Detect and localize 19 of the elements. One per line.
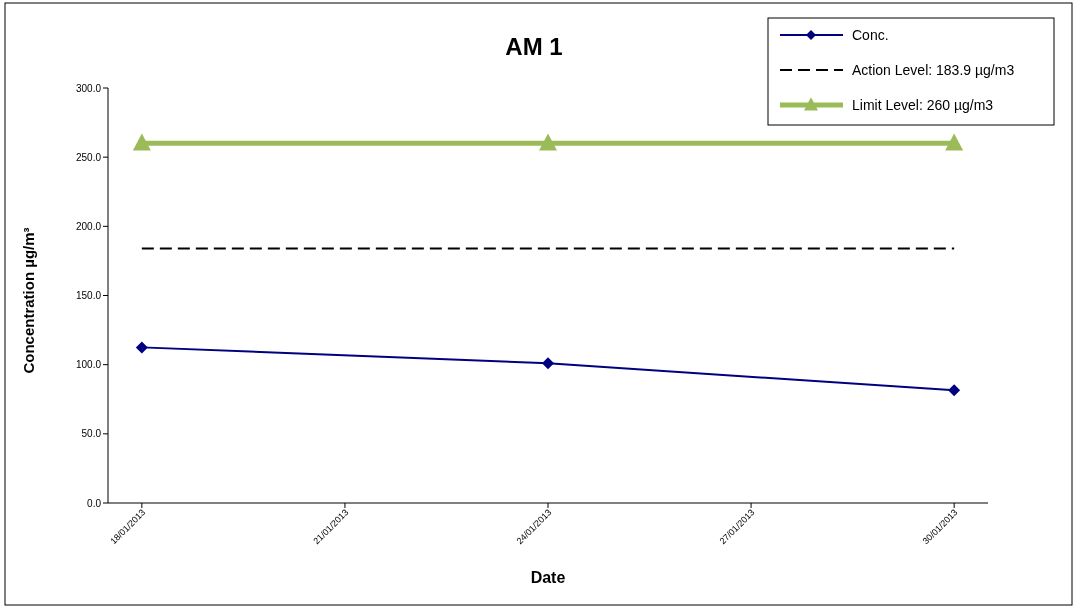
- y-tick-label: 250.0: [75, 151, 102, 163]
- y-tick-label: 150.0: [75, 290, 102, 301]
- legend-label: Action Level: 183.9 µg/m3: [852, 62, 1015, 78]
- y-tick-label: 200.0: [75, 220, 102, 232]
- chart-title: AM 1: [505, 33, 563, 60]
- point: [539, 133, 557, 151]
- point: [945, 133, 964, 151]
- y-tick-label: 0.0: [87, 497, 102, 509]
- legend-label: Limit Level: 260 µg/m3: [852, 97, 994, 113]
- y-axis-title: Concentration µg/m³: [20, 227, 37, 374]
- x-axis-title: Date: [530, 569, 566, 586]
- y-tick-label: 50.0: [81, 428, 102, 440]
- legend-label: Conc.: [852, 27, 889, 43]
- point: [132, 133, 151, 151]
- point: [135, 341, 148, 354]
- y-tick-label: 300.0: [75, 82, 102, 94]
- point: [948, 384, 961, 397]
- point: [542, 357, 554, 370]
- y-tick-label: 100.0: [75, 359, 102, 371]
